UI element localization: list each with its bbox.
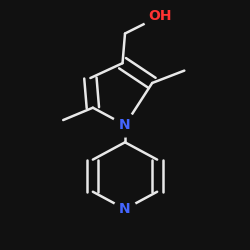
Circle shape [114, 198, 136, 220]
Text: OH: OH [148, 9, 171, 23]
Text: N: N [119, 202, 131, 216]
Circle shape [144, 0, 176, 32]
Circle shape [113, 113, 137, 137]
Text: N: N [119, 118, 131, 132]
